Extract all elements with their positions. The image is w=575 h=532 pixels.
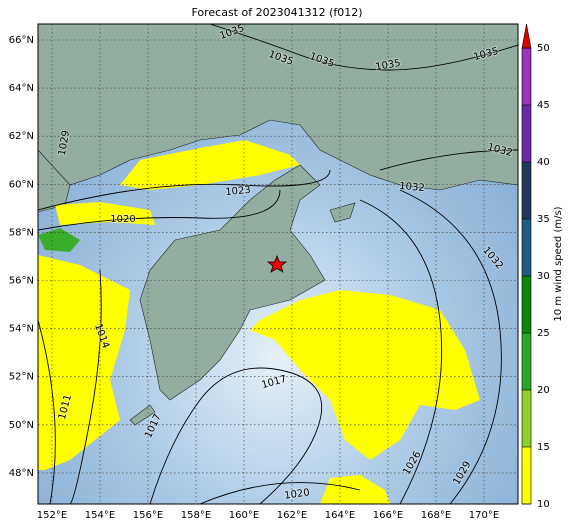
isobars xyxy=(38,24,518,504)
colorbar-segment xyxy=(522,219,531,276)
colorbar-tick-label: 40 xyxy=(537,157,550,168)
colorbar: 10 15 20 25 30 35 40 45 50 xyxy=(521,23,550,510)
island xyxy=(329,202,356,223)
lat-label: 64°N xyxy=(9,83,34,94)
colorbar-segment xyxy=(522,105,531,162)
lat-label: 60°N xyxy=(9,179,34,190)
colorbar-segment xyxy=(522,162,531,219)
lat-label: 56°N xyxy=(9,276,34,287)
lat-label: 52°N xyxy=(9,372,34,383)
lon-label: 154°E xyxy=(85,510,115,521)
lat-label: 62°N xyxy=(9,131,34,142)
colorbar-label: 10 m wind speed (m/s) xyxy=(553,206,564,321)
lat-label: 50°N xyxy=(9,420,34,431)
colorbar-segment xyxy=(522,390,531,447)
colorbar-tick-label: 35 xyxy=(537,214,550,225)
map-frame xyxy=(37,23,519,505)
land xyxy=(139,164,326,401)
lat-label: 48°N xyxy=(9,468,34,479)
lon-label: 166°E xyxy=(373,510,403,521)
lon-label: 156°E xyxy=(133,510,163,521)
lat-label: 54°N xyxy=(9,324,34,335)
contour-label: 1023 xyxy=(225,185,251,198)
colorbar-tick-label: 10 xyxy=(537,499,550,510)
lon-label: 160°E xyxy=(229,510,259,521)
colorbar-tick-label: 45 xyxy=(537,100,550,111)
contour-label: 1035 xyxy=(375,58,402,73)
contour-label: 1020 xyxy=(110,214,135,225)
colorbar-tick-label: 50 xyxy=(537,43,550,54)
storm-marker xyxy=(266,254,288,273)
colorbar-segment xyxy=(522,48,531,105)
axes: 66°N 64°N 62°N 60°N 58°N 56°N 54°N 52°N 50°N 48°N… xyxy=(9,35,499,521)
lat-label: 58°N xyxy=(9,227,34,238)
colorbar-extend xyxy=(521,23,532,49)
contour-label: 1020 xyxy=(284,487,311,501)
wind-area-green xyxy=(38,228,80,252)
colorbar-segment xyxy=(522,333,531,390)
colorbar-tick-label: 15 xyxy=(537,442,550,453)
lon-label: 162°E xyxy=(277,510,307,521)
contour-label: 1029 xyxy=(57,130,72,157)
lon-label: 168°E xyxy=(421,510,451,521)
wind-areas xyxy=(38,140,480,504)
lon-label: 164°E xyxy=(325,510,355,521)
land xyxy=(38,24,518,191)
graticule xyxy=(38,24,518,504)
lon-label: 152°E xyxy=(37,510,67,521)
colorbar-segment xyxy=(522,447,531,504)
colorbar-segment xyxy=(522,276,531,333)
lat-label: 66°N xyxy=(9,35,34,46)
colorbar-tick-label: 30 xyxy=(537,271,550,282)
colorbar-tick-label: 25 xyxy=(537,328,550,339)
lon-label: 158°E xyxy=(181,510,211,521)
contour-label: 1032 xyxy=(399,181,425,194)
title: Forecast of 2023041312 (f012) xyxy=(191,6,362,19)
colorbar-tick-label: 20 xyxy=(537,385,550,396)
island xyxy=(129,404,156,426)
lon-label: 170°E xyxy=(469,510,499,521)
